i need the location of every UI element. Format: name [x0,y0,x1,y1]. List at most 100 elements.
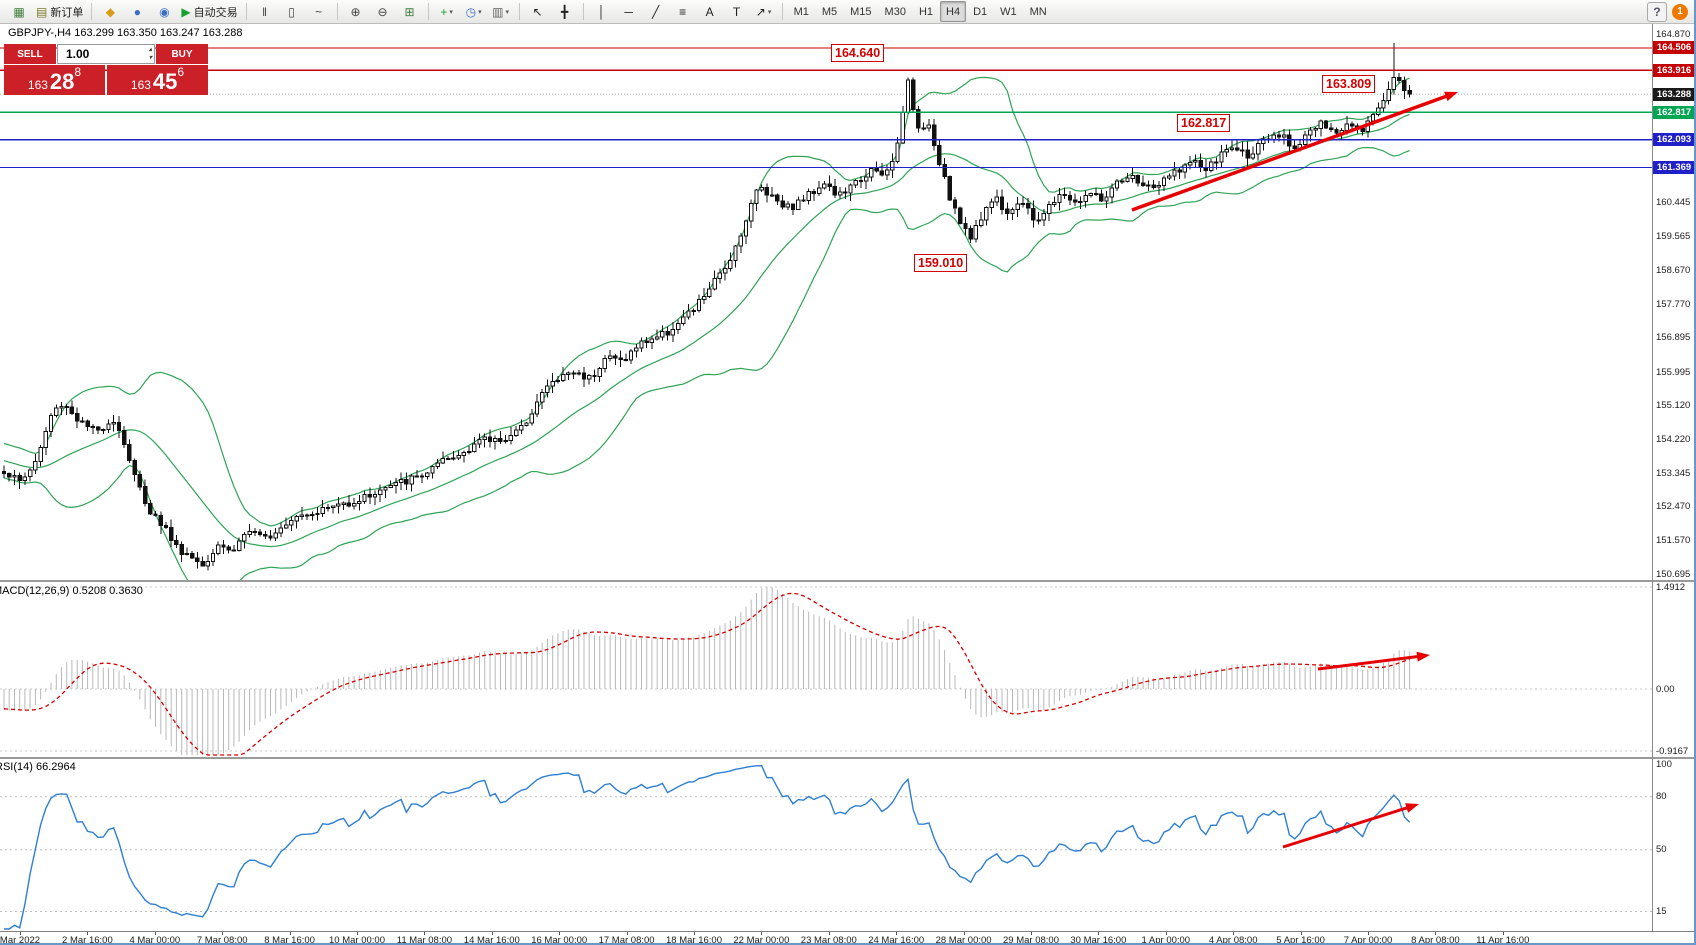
volume-field[interactable]: 1.00 ▴ ▾ [57,44,155,64]
trend-arrow-rsi[interactable] [1282,803,1419,849]
horizontal-line-icon[interactable]: ─ [616,1,642,23]
label-icon[interactable]: T [724,1,750,23]
data-window-icon[interactable]: ◉ [151,1,177,23]
toolbar-right: ? 1 [1647,1,1688,22]
ask-integer: 163 [130,78,151,92]
favorites-icon[interactable]: ◆ [97,1,123,23]
timeframe-m15[interactable]: M15 [850,5,872,18]
volume-spinner[interactable]: ▴ ▾ [149,46,152,62]
time-axis-label: 30 Mar 16:00 [1070,935,1127,945]
auto-trading-button[interactable]: ▶ 自动交易 [178,1,240,23]
timeframe-m1[interactable]: M1 [793,5,809,18]
main-chart[interactable] [0,24,1652,580]
price-label-159.010[interactable]: 159.010 [914,254,968,272]
macd-label: MACD(12,26,9) 0.5208 0.3630 [0,585,143,597]
time-axis-label: Mar 2022 [0,935,41,945]
time-axis-label: 29 Mar 08:00 [1003,935,1059,945]
tile-windows-icon: ⊞ [404,4,415,19]
timeframe-h1[interactable]: H1 [918,5,934,18]
price-axis-label: 151.570 [1656,535,1691,547]
indicators-icon[interactable]: + ▾ [434,1,460,23]
price-label-164.640[interactable]: 164.640 [831,44,885,62]
zoom-in-icon[interactable]: ⊕ [343,1,369,23]
cursor-icon[interactable]: ↖ [525,1,551,23]
macd-axis-label: -0.9167 [1656,745,1689,757]
crosshair-icon[interactable]: ╋ [552,1,578,23]
price-axis-label: 155.120 [1656,399,1691,411]
panel-splitter-macd[interactable] [0,580,1694,582]
trendline-icon[interactable]: ╱ [643,1,669,23]
sell-button[interactable]: 163 28 8 [4,65,105,95]
toolbar-buttons: ▦ ▤ 新订单 ◆ ● ◉ ▶ 自动交易 ‖ ▯ ~ ⊕ ⊖ ⊞ + ▾ ◷ ▾ ▥ ▾ ↖ ╋ │ ─ ╱ ≡ A T ↗ ▾ M1 M5 M… [6,1,1053,23]
rsi-axis-label: 100 [1656,759,1672,770]
market-watch-icon[interactable]: ● [124,1,150,23]
price-axis-label: 156.895 [1656,332,1691,344]
price-axis-label: 155.995 [1656,366,1691,378]
time-axis-label: 5 Apr 16:00 [1276,935,1325,945]
favorites-icon: ◆ [105,4,115,19]
rsi-panel[interactable] [0,759,1652,931]
candlestick-chart-icon[interactable]: ▯ [279,1,305,23]
crosshair-icon: ╋ [560,4,569,19]
time-axis[interactable]: Mar 2022 2 Mar 16:00 4 Mar 00:00 7 Mar 08:0… [0,931,1694,945]
data-window-icon: ◉ [159,4,170,19]
line-chart-icon[interactable]: ~ [306,1,332,23]
timeframe-m30[interactable]: M30 [884,5,906,18]
time-tick [896,932,898,935]
timeframe-d1[interactable]: D1 [973,5,988,18]
timeframe-w1[interactable]: W1 [1000,5,1017,18]
price-axis-label: 160.445 [1656,197,1691,209]
sell-tab[interactable]: SELL [4,44,56,64]
text-icon[interactable]: A [697,1,723,23]
periods-icon[interactable]: ◷ ▾ [461,1,487,23]
price-label-162.817[interactable]: 162.817 [1177,114,1231,132]
time-tick [761,932,763,935]
timeframe-h4[interactable]: H4 [940,1,967,22]
macd-panel[interactable] [0,582,1652,757]
templates-icon[interactable]: ▥ ▾ [488,1,514,23]
templates-icon: ▥ [492,4,504,19]
vertical-line-icon[interactable]: │ [589,1,615,23]
price-label-163.809[interactable]: 163.809 [1322,75,1376,93]
spinner-up-icon[interactable]: ▴ [148,47,152,53]
macd-axis-label: 0.00 [1656,683,1675,695]
rsi-axis-label: 50 [1656,844,1667,856]
zoom-in-icon: ⊕ [350,4,361,19]
candles [1,42,1412,571]
arrows-icon[interactable]: ↗ ▾ [751,1,777,23]
top-toolbar: ▦ ▤ 新订单 ◆ ● ◉ ▶ 自动交易 ‖ ▯ ~ ⊕ ⊖ ⊞ + ▾ ◷ ▾ ▥ ▾ ↖ ╋ │ ─ ╱ ≡ A T ↗ ▾ M1 M5 M… [0,0,1694,24]
fibonacci-icon[interactable]: ≡ [670,1,696,23]
tile-windows-icon[interactable]: ⊞ [397,1,423,23]
macd-histogram [3,587,1411,755]
notification-badge[interactable]: 1 [1672,3,1688,20]
ask-pipette: 6 [177,65,185,79]
buy-button[interactable]: 163 45 6 [107,65,208,95]
time-tick [491,932,493,935]
periods-icon: ◷ [465,4,477,19]
macd-axis-label: 1.4912 [1656,581,1686,593]
zoom-out-icon[interactable]: ⊖ [370,1,396,23]
bid-pipette: 8 [74,65,82,79]
trend-arrow-main[interactable] [1131,91,1458,212]
timeframe-mn[interactable]: MN [1029,5,1047,18]
panel-splitter-rsi[interactable] [0,757,1694,759]
trend-arrow-macd[interactable] [1317,651,1430,671]
text-icon: A [705,4,714,19]
zoom-out-icon: ⊖ [377,4,388,19]
rsi-line [4,764,1411,930]
help-button[interactable]: ? [1647,1,1667,22]
price-axis-label: 152.470 [1656,500,1691,512]
spinner-down-icon[interactable]: ▾ [148,55,152,61]
buy-tab[interactable]: BUY [156,44,208,64]
rsi-axis-label: 80 [1656,791,1667,803]
bar-chart-icon[interactable]: ‖ [252,1,278,23]
time-tick [1031,932,1032,935]
timeframe-m5[interactable]: M5 [821,5,838,18]
time-axis-label: 1 Apr 00:00 [1141,935,1191,945]
new-order-button[interactable]: ▤ 新订单 [33,1,86,23]
time-axis-label: 4 Apr 08:00 [1208,935,1258,945]
new-chart-icon[interactable]: ▦ [6,1,32,23]
time-axis-label: 7 Mar 08:00 [196,935,248,945]
price-axis-label: 159.565 [1656,230,1691,242]
